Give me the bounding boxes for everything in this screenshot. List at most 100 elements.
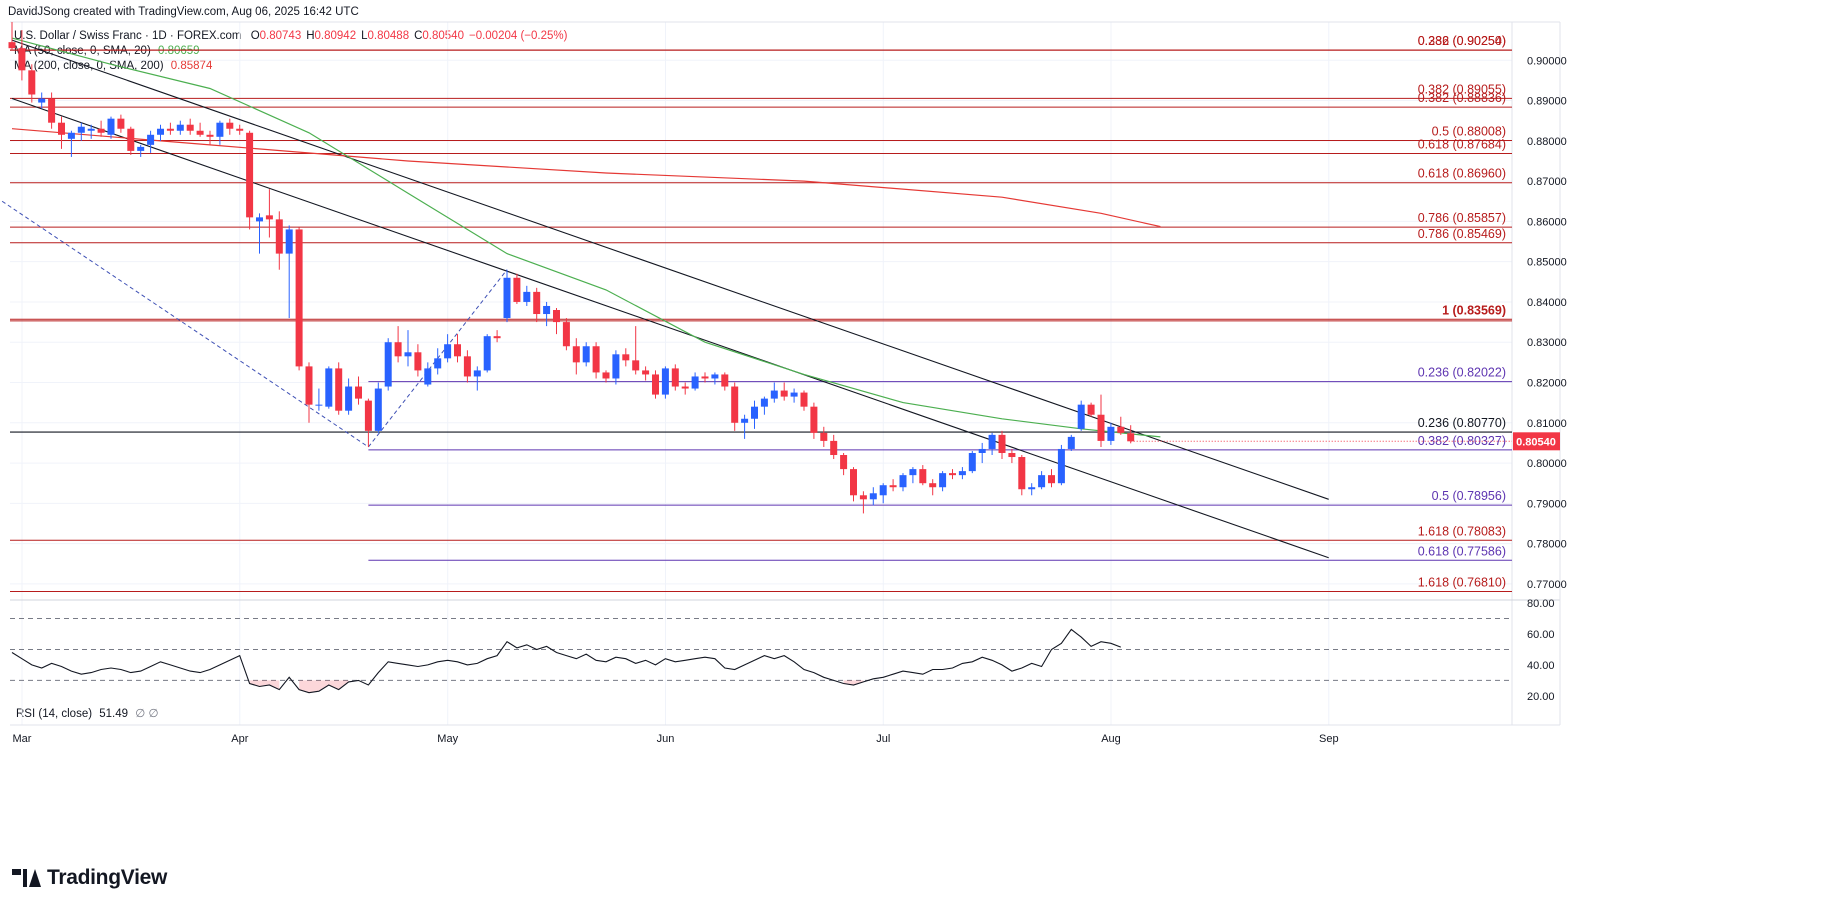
candle xyxy=(147,130,155,153)
candle xyxy=(285,225,293,319)
candle-body xyxy=(731,386,739,423)
candle xyxy=(216,120,224,145)
candle xyxy=(850,467,857,502)
candle xyxy=(404,330,412,367)
candle-body xyxy=(28,70,36,95)
candle xyxy=(1117,416,1125,435)
candle xyxy=(572,338,580,375)
candle xyxy=(889,479,897,492)
candle xyxy=(1057,444,1065,486)
candle-body xyxy=(236,128,244,131)
candle xyxy=(1067,434,1075,451)
candle-body xyxy=(562,322,570,347)
candle-body xyxy=(741,418,749,423)
candle xyxy=(8,22,16,51)
candle xyxy=(929,479,937,496)
sma200-label: MA (200, close, 0, SMA, 200) xyxy=(14,60,164,72)
candle-body xyxy=(850,469,857,496)
last-price-label: 0.80540 xyxy=(1516,436,1556,448)
candle xyxy=(949,469,956,480)
candle xyxy=(58,116,65,149)
candle xyxy=(384,338,392,391)
candle xyxy=(1038,471,1046,490)
candle xyxy=(414,344,422,377)
candle-body xyxy=(978,448,986,453)
price-tick-label: 0.86000 xyxy=(1527,216,1567,228)
candle-body xyxy=(859,495,867,500)
candle-body xyxy=(1117,426,1125,433)
rsi-oversold-fill xyxy=(299,680,349,693)
candle xyxy=(671,364,679,391)
price-tick-label: 0.83000 xyxy=(1527,337,1567,349)
chart-frame xyxy=(10,21,1561,726)
fib-levels: 0.236 (0.90254)0.382 (0.90250) 0.382 (0.8… xyxy=(10,34,1512,593)
candle xyxy=(741,414,749,439)
candle xyxy=(206,130,214,145)
swing-dashed-line xyxy=(1,200,369,448)
candle-body xyxy=(355,386,362,399)
candle xyxy=(157,124,164,141)
candle xyxy=(424,362,432,387)
candle xyxy=(226,118,234,135)
candle xyxy=(661,366,669,399)
candle-body xyxy=(503,277,511,319)
candle-body xyxy=(949,473,956,476)
price-tick-label: 0.87000 xyxy=(1527,176,1567,188)
candle-body xyxy=(127,128,135,151)
chart-credit: DavidJSong created with TradingView.com,… xyxy=(8,6,359,18)
price-axis[interactable]: 0.77000 0.78000 0.79000 0.80000 0.81000 0.820… xyxy=(1513,55,1567,591)
ohlc-L: L0.80488 xyxy=(361,30,410,42)
candle-body xyxy=(671,368,679,387)
price-tick-label: 0.89000 xyxy=(1527,96,1567,108)
candle xyxy=(87,124,95,139)
candle-body xyxy=(374,388,382,431)
candle-body xyxy=(256,217,263,222)
candle-body xyxy=(414,352,422,371)
fib-label: 0.5 (0.88008) xyxy=(1432,125,1506,139)
candle xyxy=(958,467,966,480)
trend-line xyxy=(11,39,1329,500)
candle-body xyxy=(107,118,115,135)
candle xyxy=(562,318,570,351)
candle xyxy=(1087,402,1095,417)
candle xyxy=(553,307,560,335)
candle-body xyxy=(48,98,56,123)
candle xyxy=(345,378,353,415)
tradingview-wordmark: TradingView xyxy=(47,866,168,889)
candle-body xyxy=(18,48,26,71)
candle-body xyxy=(998,434,1006,453)
candle xyxy=(731,382,739,431)
candle-body xyxy=(1077,404,1085,429)
candle-body xyxy=(8,42,16,49)
candle-body xyxy=(691,376,699,389)
trend-line xyxy=(11,98,1329,559)
price-tick-label: 0.82000 xyxy=(1527,378,1567,390)
time-tick-label: Jul xyxy=(876,733,890,745)
candle-body xyxy=(800,392,808,407)
tradingview-logo[interactable]: TradingView xyxy=(12,866,167,890)
fib-label: 1.618 (0.78083) xyxy=(1418,524,1506,538)
candle xyxy=(18,30,26,81)
candle xyxy=(473,366,481,391)
candle-body xyxy=(67,132,75,139)
candle-body xyxy=(919,469,927,484)
candle xyxy=(622,348,630,367)
candle-body xyxy=(285,229,293,254)
candle-body xyxy=(1127,433,1135,442)
candle-body xyxy=(226,122,234,129)
candle xyxy=(909,467,917,484)
candle-body xyxy=(166,128,174,131)
candle-body xyxy=(454,344,461,357)
candle-body xyxy=(493,336,501,339)
candle xyxy=(137,144,145,157)
price-tick-label: 0.79000 xyxy=(1527,498,1567,510)
time-axis[interactable]: Mar Apr May Jun Jul Aug Sep xyxy=(13,733,1339,745)
candle xyxy=(1028,483,1036,496)
chart-grid xyxy=(10,22,1512,725)
price-tick-label: 0.85000 xyxy=(1527,257,1567,269)
candle-body xyxy=(523,291,531,302)
candle-body xyxy=(869,493,877,500)
candle xyxy=(790,388,798,403)
candle xyxy=(582,342,590,367)
